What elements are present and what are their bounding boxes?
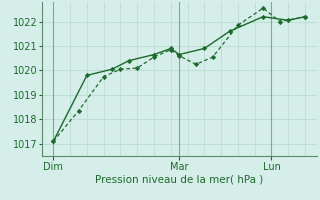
X-axis label: Pression niveau de la mer( hPa ): Pression niveau de la mer( hPa ): [95, 174, 263, 184]
